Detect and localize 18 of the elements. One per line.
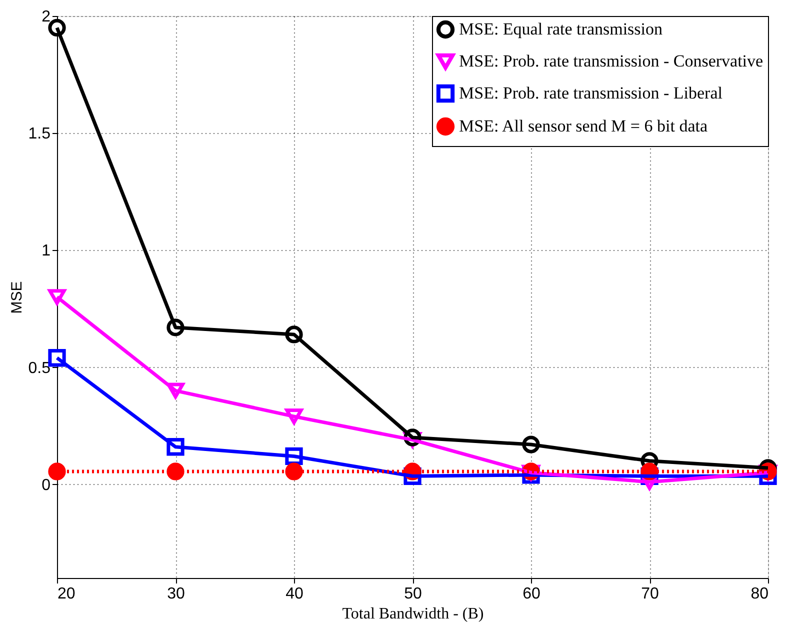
legend-label: MSE: Equal rate transmission [459, 20, 663, 38]
legend-label: MSE: Prob. rate transmission - Liberal [459, 84, 723, 102]
x-tick-label: 30 [167, 586, 185, 602]
y-tick-label: 1 [42, 242, 51, 260]
y-tick-label: 2 [42, 8, 51, 26]
x-tick-label: 20 [58, 586, 76, 602]
x-tick-label: 80 [750, 586, 769, 602]
x-tick-label: 50 [404, 586, 422, 602]
y-tick-label: 0 [42, 476, 51, 494]
legend-label: MSE: All sensor send M = 6 bit data [459, 116, 708, 136]
y-tick-label: 0.5 [28, 360, 51, 377]
legend-label: MSE: Prob. rate transmission - Conservative [459, 52, 764, 70]
x-tick-label: 60 [522, 586, 540, 602]
x-tick-label: 40 [286, 586, 304, 602]
y-tick-label: 1.5 [28, 126, 51, 143]
x-tick-label: 70 [641, 586, 659, 602]
y-axis-title: MSE [8, 281, 26, 314]
x-axis-title: Total Bandwidth - (B) [342, 606, 484, 622]
